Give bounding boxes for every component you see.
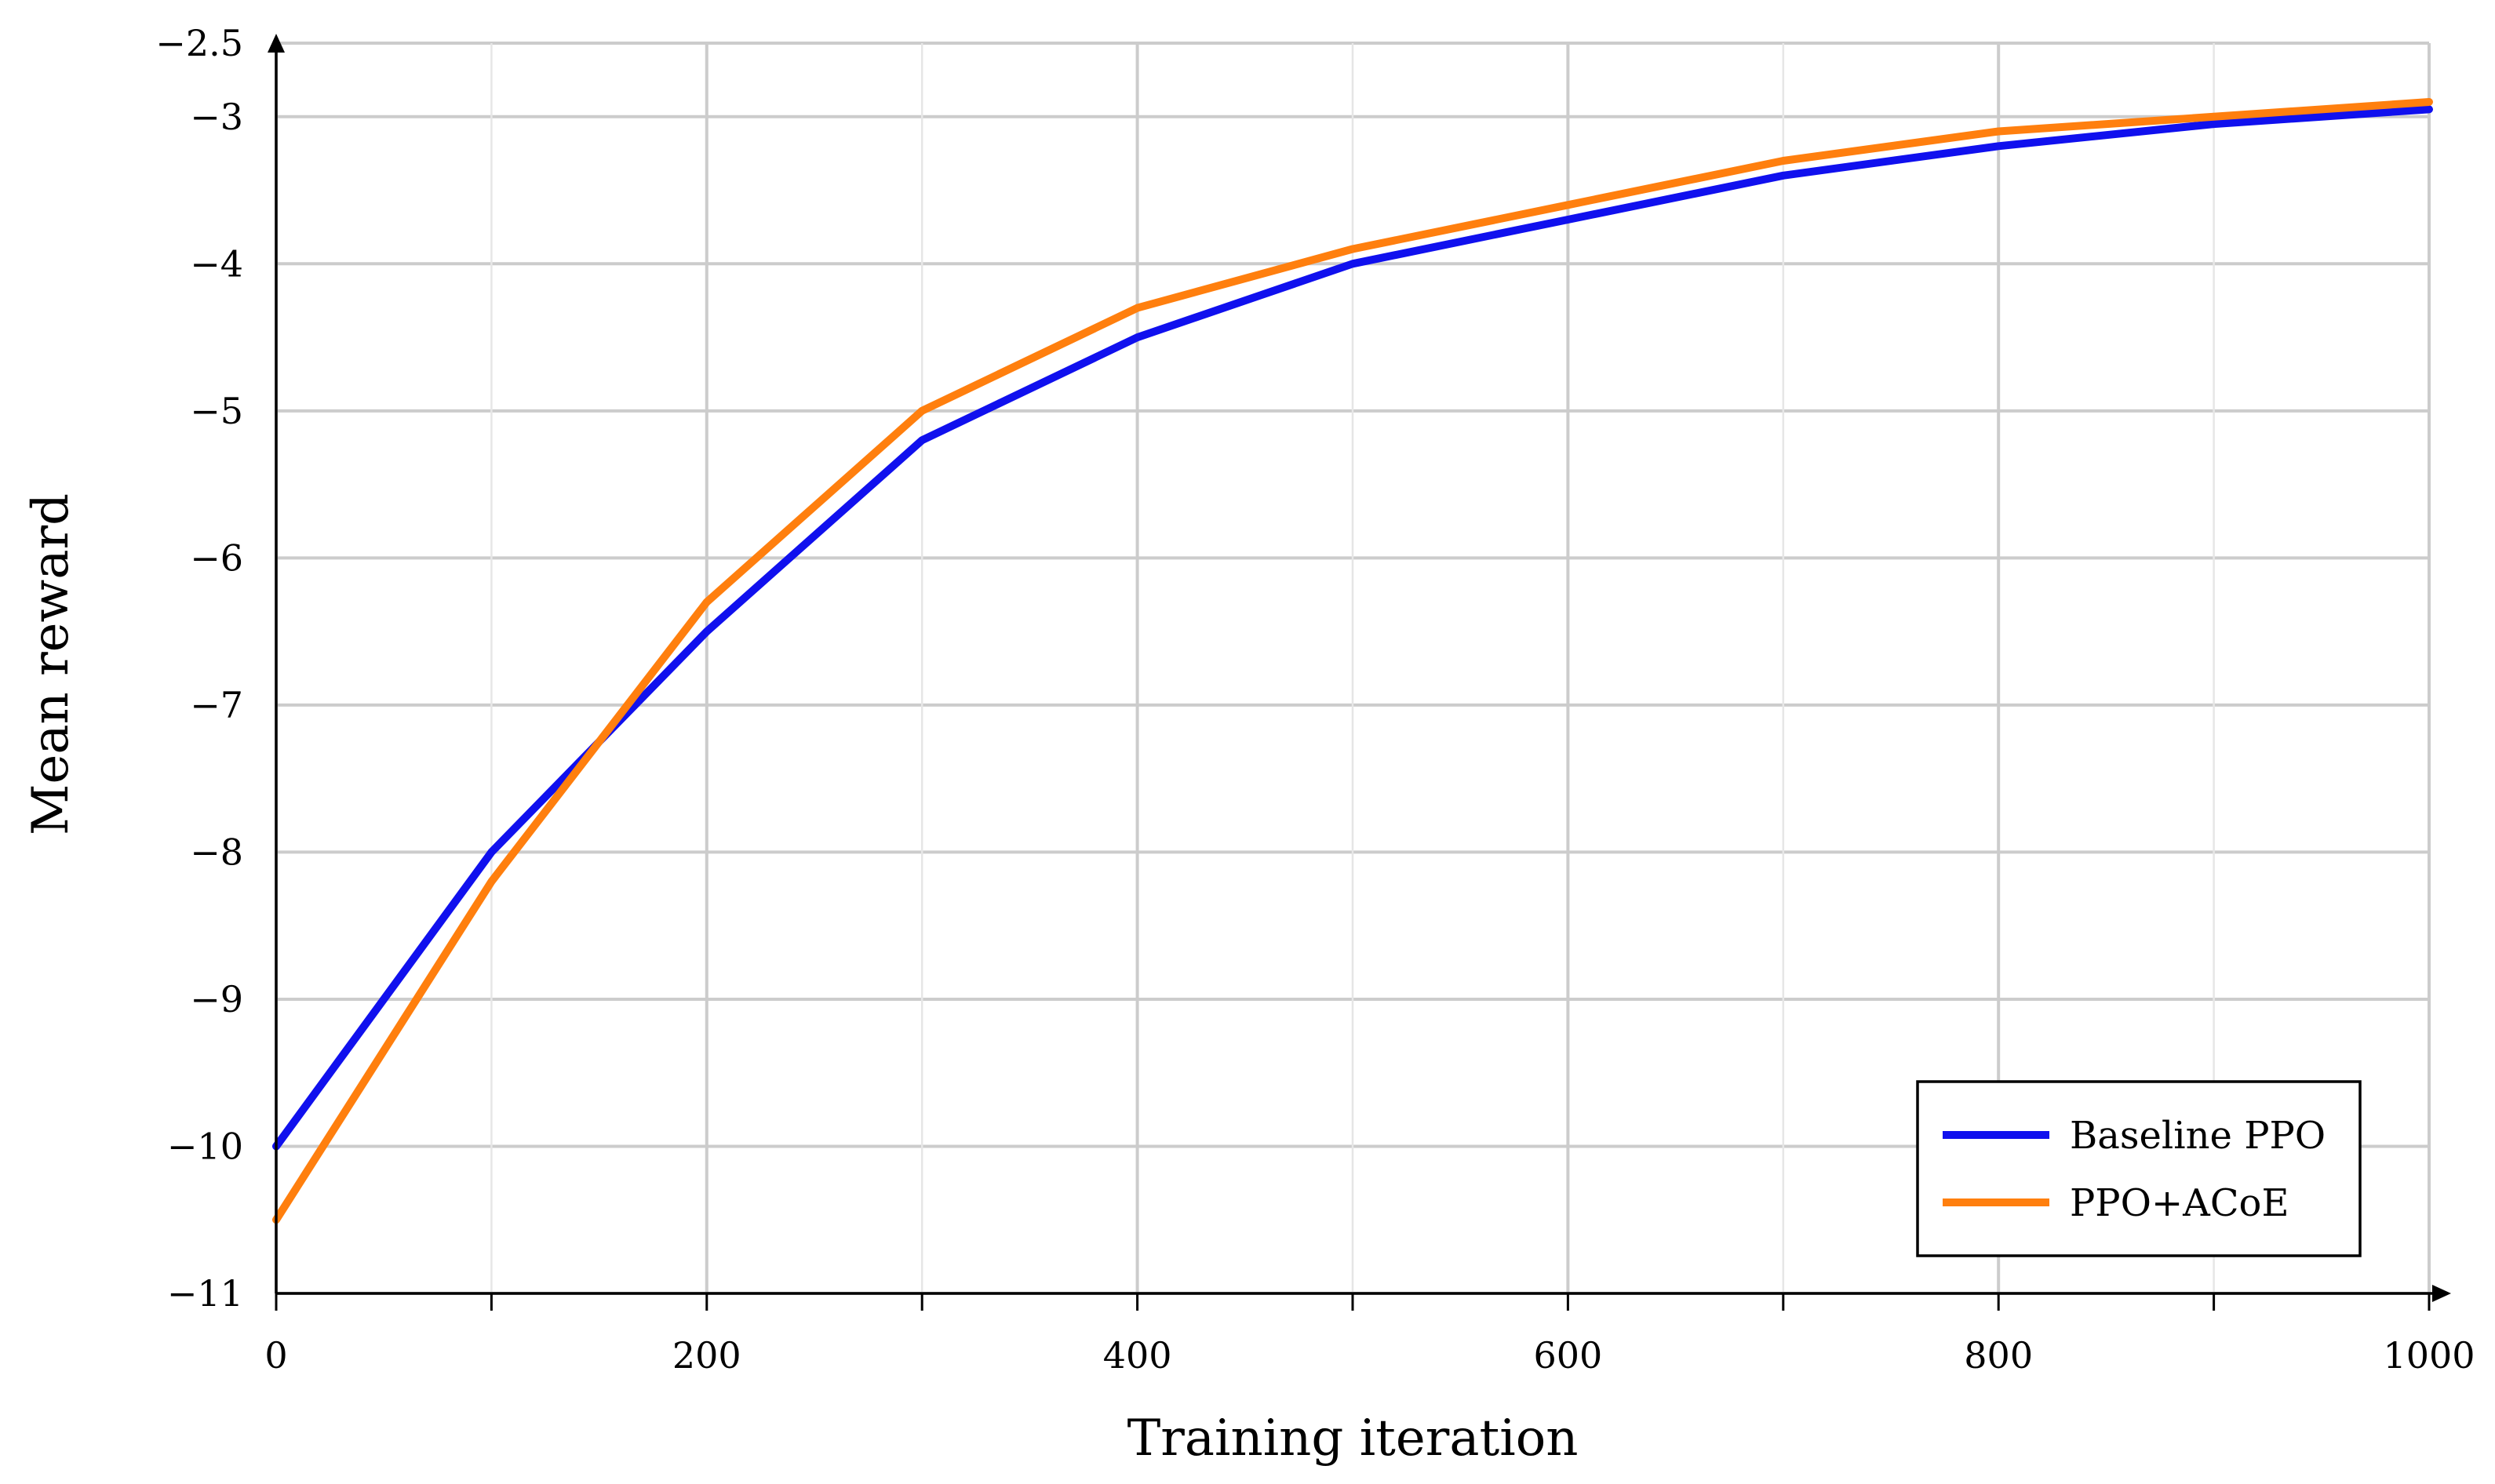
y-axis-title: Mean reward: [22, 493, 80, 835]
x-axis-title: Training iteration: [1127, 1409, 1579, 1468]
x-tick-label: 200: [672, 1334, 741, 1377]
y-tick-label: −3: [190, 96, 243, 138]
y-tick-label: −4: [190, 242, 243, 285]
y-tick-label: −5: [190, 390, 243, 432]
y-tick-label: −11: [167, 1272, 243, 1315]
x-tick-label: 1000: [2383, 1334, 2475, 1377]
series-lines: [272, 98, 2433, 1224]
series-line-baseline-ppo: [272, 105, 2433, 1151]
x-axis-arrow-icon: [2432, 1285, 2451, 1302]
axes: [268, 34, 2451, 1302]
y-tick-label: −9: [190, 978, 243, 1020]
legend: Baseline PPO PPO+ACoE: [1916, 1080, 2362, 1257]
y-tick-label: −6: [190, 536, 243, 579]
ticks: 0 200 400 600 800 1000 −11 −10 −9 −8 −7 −6 −5 −4 −3 −2.…: [155, 22, 2475, 1377]
y-tick-label: −7: [190, 684, 243, 726]
grid: [275, 42, 2431, 1295]
legend-box: [1916, 1080, 2362, 1257]
legend-label-baseline-ppo: Baseline PPO: [2070, 1114, 2326, 1158]
x-tick-label: 0: [264, 1334, 287, 1377]
y-tick-label: −2.5: [155, 22, 243, 64]
y-tick-label: −8: [190, 831, 243, 873]
y-tick-label: −10: [167, 1125, 243, 1167]
x-tick-label: 400: [1103, 1334, 1172, 1377]
x-tick-label: 800: [1964, 1334, 2033, 1377]
y-axis-arrow-icon: [268, 34, 285, 53]
series-line-ppo-acoe: [272, 98, 2433, 1224]
legend-label-ppo-acoe: PPO+ACoE: [2070, 1181, 2289, 1225]
x-tick-label: 600: [1533, 1334, 1602, 1377]
